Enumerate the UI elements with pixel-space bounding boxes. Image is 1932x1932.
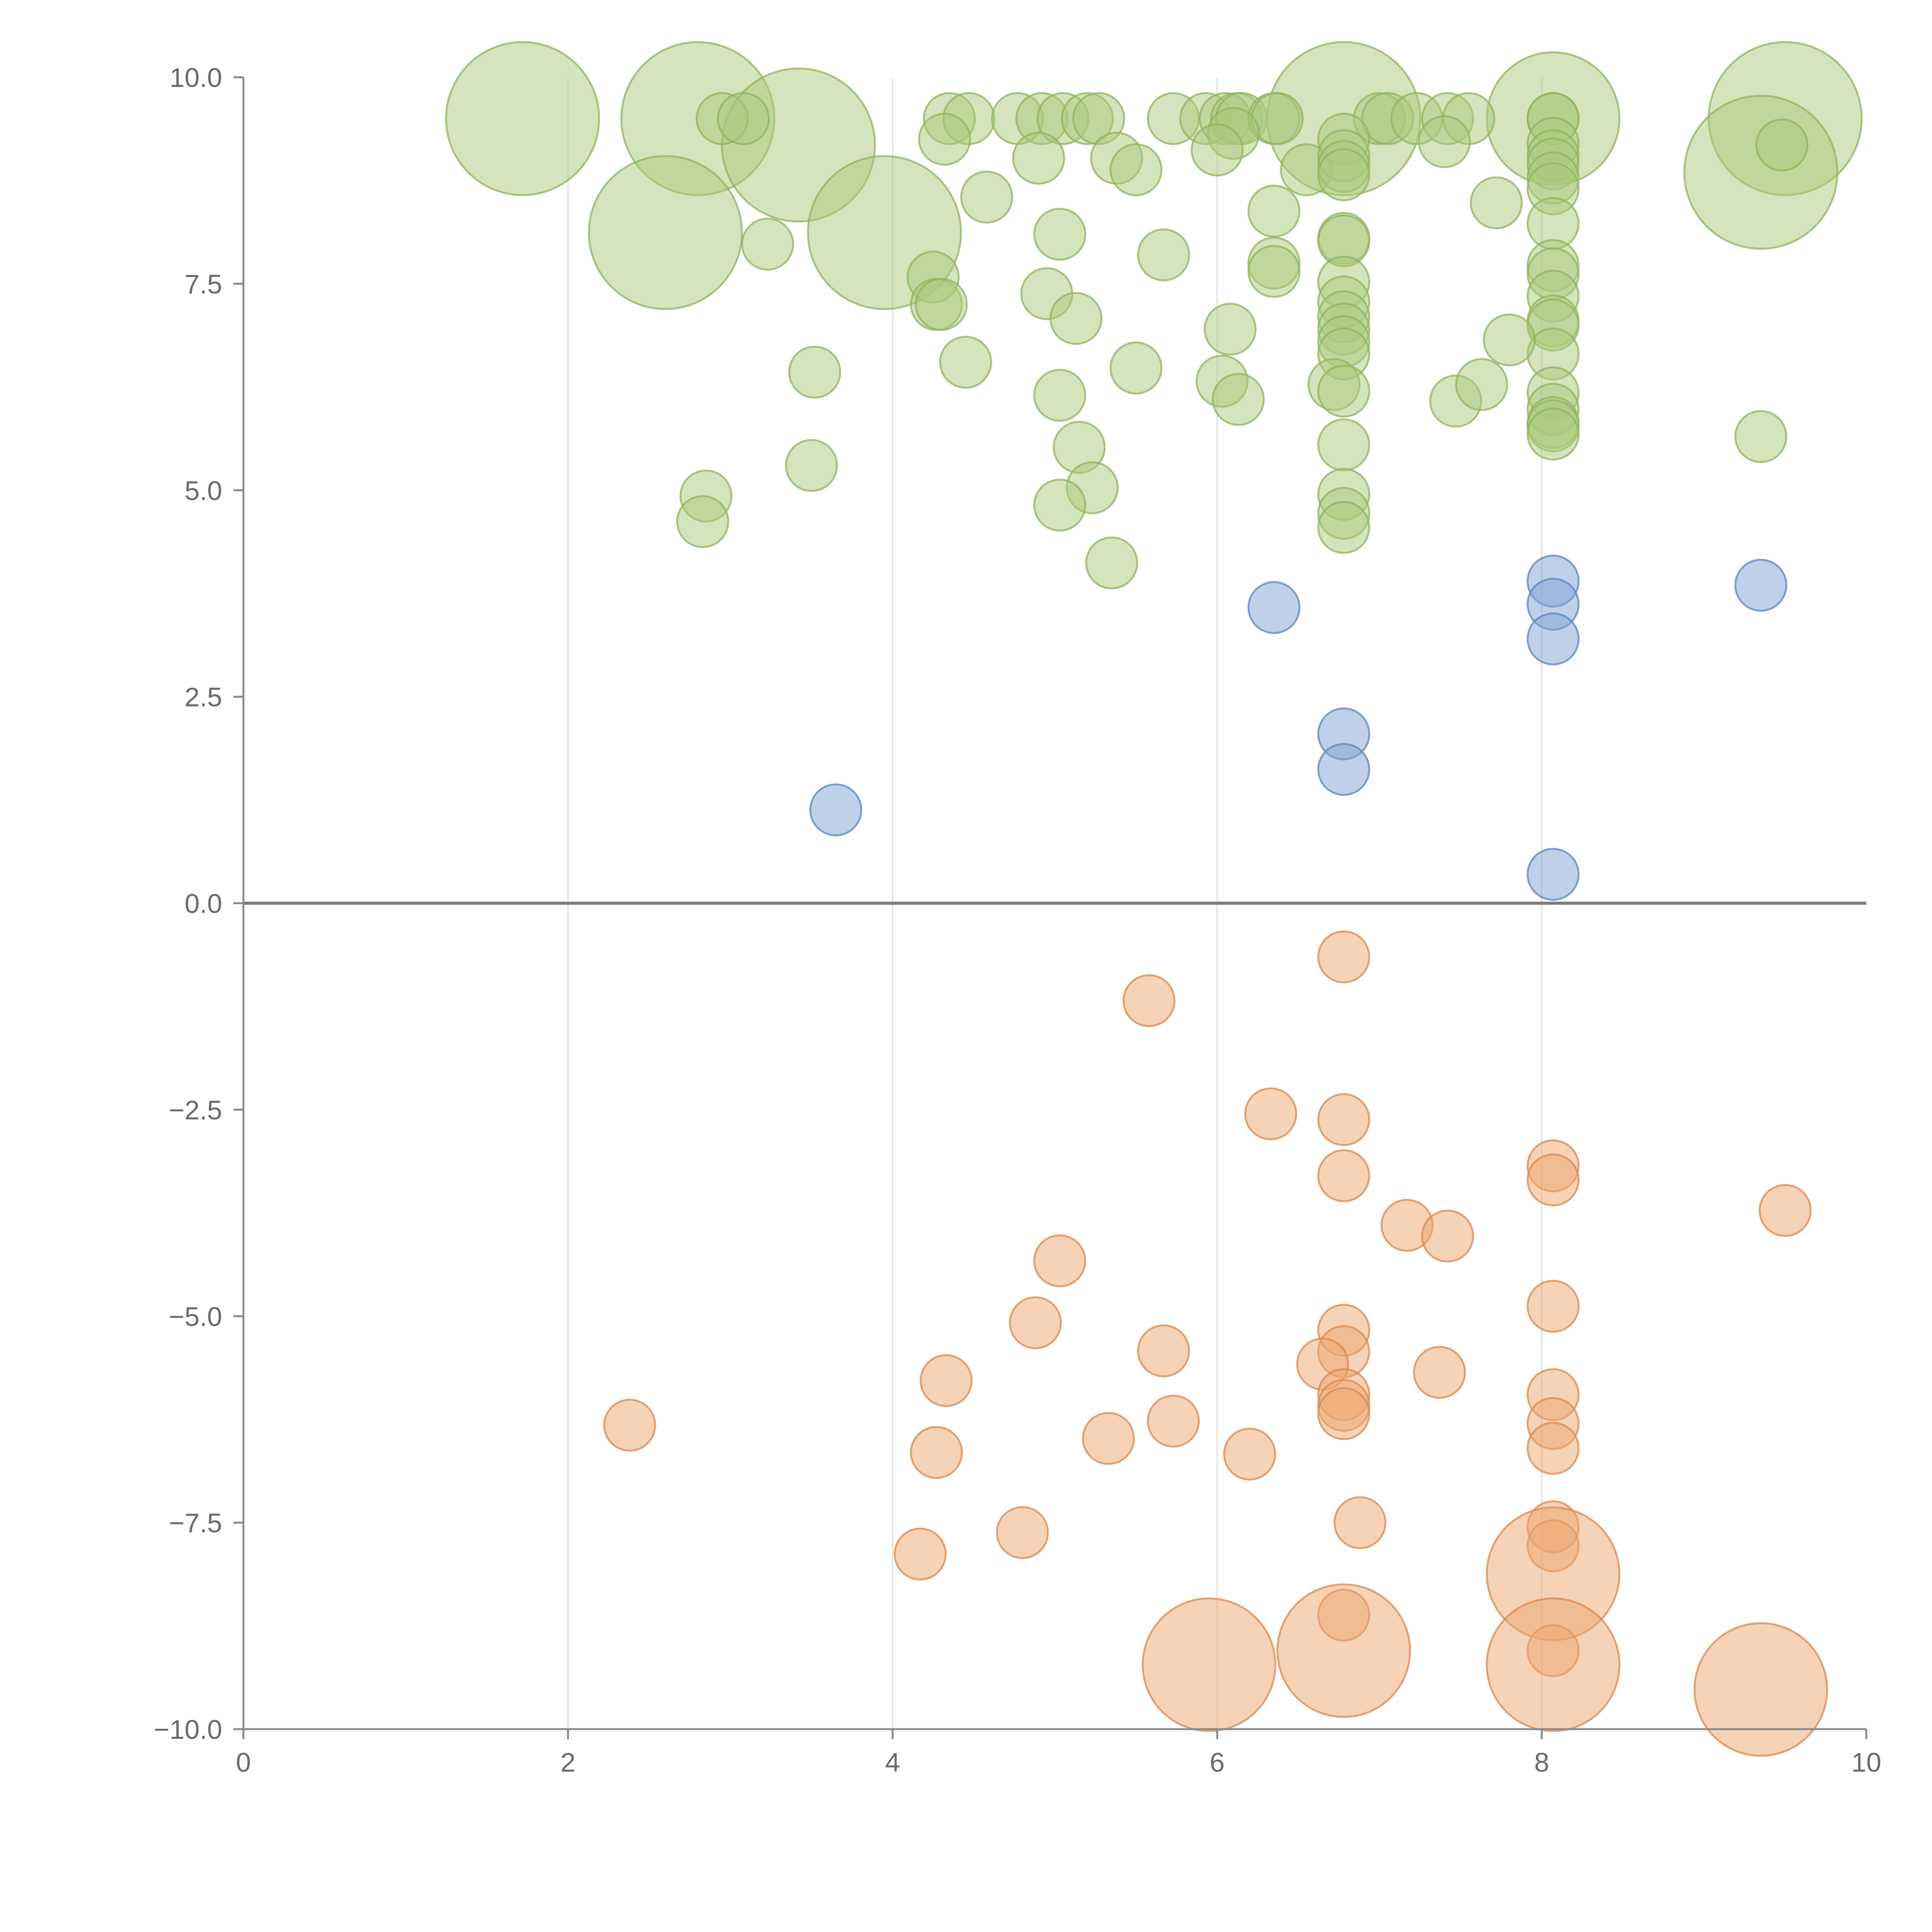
bubble-low — [1317, 1387, 1371, 1440]
bubble-high — [445, 41, 600, 196]
bubble-high — [1247, 184, 1301, 238]
bubble-low — [1333, 1496, 1387, 1549]
bubble-high — [1483, 313, 1536, 367]
y-tick-label: 10.0 — [170, 63, 222, 93]
bubble-high — [788, 345, 841, 399]
bubble-low — [1137, 1324, 1190, 1378]
bubble-low — [1276, 1583, 1411, 1718]
bubble-high — [1109, 143, 1163, 196]
bubble-high — [939, 335, 992, 389]
y-tick-label: −7.5 — [169, 1508, 222, 1538]
bubble-low — [1526, 1153, 1580, 1207]
bubble-low — [910, 1426, 963, 1479]
bubble-mid — [1247, 581, 1301, 634]
bubble-low — [1033, 1234, 1087, 1287]
bubble-mid — [809, 783, 862, 837]
bubble-high — [1317, 501, 1371, 554]
bubble-low — [1244, 1087, 1298, 1141]
y-tick-label: −5.0 — [169, 1301, 222, 1332]
bubble-low — [996, 1506, 1049, 1559]
x-axis-ticks: 0 2 4 6 8 10 — [236, 1729, 1881, 1777]
bubble-high — [785, 439, 838, 492]
bubble-low — [1147, 1395, 1200, 1448]
bubble-mid — [1317, 743, 1371, 796]
bubble-low — [1122, 974, 1176, 1027]
bubble-high — [918, 112, 971, 166]
y-axis-ticks: 10.0 7.5 5.0 2.5 0.0 −2.5 −5.0 −7.5 −10.0 — [154, 63, 243, 1745]
bubble-high — [717, 92, 770, 145]
bubble-low — [1421, 1209, 1474, 1263]
bubble-low — [1082, 1412, 1135, 1465]
bubble-high — [1190, 123, 1244, 177]
bubble-high — [1469, 176, 1523, 230]
bubble-high — [676, 495, 730, 548]
bubble-high — [1033, 369, 1087, 422]
bubble-low — [1223, 1427, 1276, 1481]
y-tick-label: −2.5 — [169, 1095, 222, 1125]
bubble-layer — [445, 41, 1863, 1757]
bubble-high — [1526, 407, 1580, 461]
bubble-low — [1413, 1346, 1466, 1399]
bubble-high — [1418, 115, 1471, 168]
bubble-high — [1317, 418, 1371, 471]
bubble-high — [741, 218, 794, 271]
bubble-high — [1755, 118, 1809, 172]
bubble-high — [1204, 303, 1257, 356]
bubble-low — [1486, 1597, 1621, 1732]
x-tick-label: 2 — [561, 1747, 576, 1777]
bubble-high — [1317, 148, 1371, 201]
y-tick-label: 2.5 — [185, 682, 222, 712]
bubble-low — [1526, 1280, 1580, 1333]
bubble-high — [1012, 131, 1065, 185]
bubble-low — [1317, 930, 1371, 983]
bubble-low — [1009, 1296, 1062, 1349]
bubble-high — [1109, 341, 1163, 395]
bubble-high — [1212, 373, 1265, 426]
bubble-high — [1033, 207, 1087, 261]
y-tick-label: −10.0 — [154, 1714, 222, 1745]
y-tick-label: 5.0 — [185, 476, 222, 506]
bubble-high — [1683, 95, 1838, 250]
bubble-low — [920, 1354, 973, 1407]
x-tick-label: 6 — [1210, 1747, 1225, 1777]
bubble-low — [1317, 1149, 1371, 1202]
x-tick-label: 10 — [1851, 1747, 1881, 1777]
bubble-mid — [1526, 612, 1580, 665]
bubble-high — [1033, 478, 1087, 532]
bubble-low — [603, 1398, 656, 1452]
x-tick-label: 4 — [885, 1747, 900, 1777]
bubble-high — [588, 155, 743, 310]
bubble-mid — [1734, 559, 1787, 612]
bubble-low — [1759, 1184, 1812, 1237]
bubble-high — [915, 278, 968, 331]
bubble-high — [1049, 292, 1103, 345]
bubble-mid — [1526, 848, 1580, 901]
bubble-low — [893, 1527, 947, 1581]
bubble-high — [1085, 536, 1138, 590]
x-tick-label: 8 — [1534, 1747, 1549, 1777]
bubble-low — [1317, 1093, 1371, 1146]
bubble-low — [1693, 1622, 1828, 1757]
x-tick-label: 0 — [236, 1747, 251, 1777]
bubble-high — [1317, 364, 1371, 418]
bubble-high — [1137, 228, 1190, 282]
y-tick-label: 7.5 — [185, 269, 222, 299]
bubble-low — [1526, 1422, 1580, 1475]
bubble-low — [1141, 1597, 1277, 1732]
bubble-high — [960, 170, 1014, 224]
bubble-high — [1455, 358, 1509, 411]
bubble-high — [1247, 245, 1301, 298]
y-tick-label: 0.0 — [185, 889, 222, 919]
bubble-high — [1734, 410, 1787, 463]
